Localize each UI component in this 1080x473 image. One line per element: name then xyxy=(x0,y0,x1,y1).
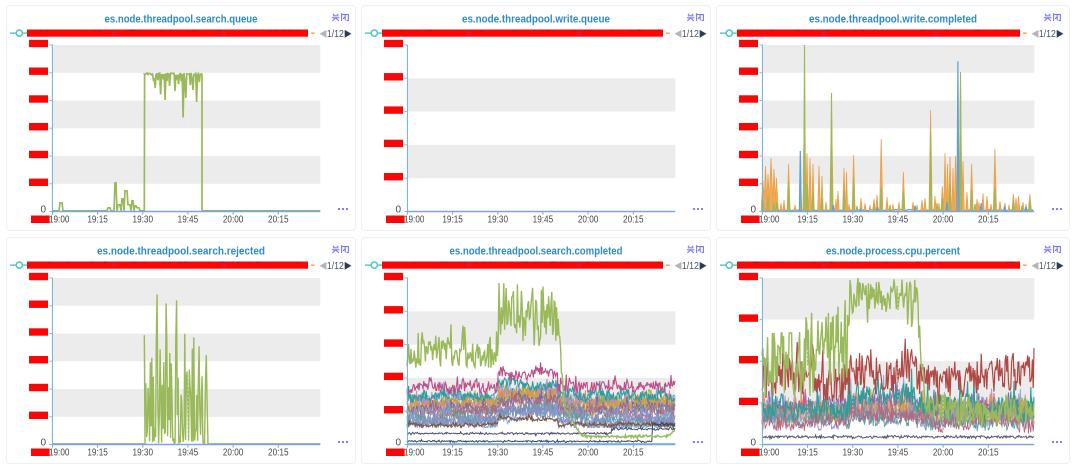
svg-text:0: 0 xyxy=(395,204,401,215)
svg-text:es.node.process.cpu.percent: es.node.process.cpu.percent xyxy=(826,246,960,258)
svg-text:19:00: 19:00 xyxy=(49,215,70,226)
svg-text:es.node.threadpool.write.compl: es.node.threadpool.write.completed xyxy=(809,14,977,26)
svg-text:20:00: 20:00 xyxy=(223,448,244,459)
svg-text:es.node.threadpool.search.reje: es.node.threadpool.search.rejected xyxy=(97,246,265,258)
svg-text:es.node.threadpool.write.queue: es.node.threadpool.write.queue xyxy=(462,14,610,26)
svg-text:20:00: 20:00 xyxy=(578,448,599,459)
svg-text:19:00: 19:00 xyxy=(404,215,425,226)
svg-text:19:15: 19:15 xyxy=(442,448,463,459)
svg-text:20:00: 20:00 xyxy=(578,215,599,226)
svg-text:19:15: 19:15 xyxy=(442,215,463,226)
svg-text:19:30: 19:30 xyxy=(843,448,864,459)
svg-text:20:15: 20:15 xyxy=(623,448,644,459)
svg-text:20:00: 20:00 xyxy=(933,448,954,459)
svg-text:es.node.threadpool.search.queu: es.node.threadpool.search.queue xyxy=(105,14,258,26)
svg-text:20:00: 20:00 xyxy=(933,215,954,226)
svg-text:19:00: 19:00 xyxy=(49,448,70,459)
svg-text:19:45: 19:45 xyxy=(178,215,199,226)
svg-text:0: 0 xyxy=(750,437,756,448)
svg-text:20:15: 20:15 xyxy=(623,215,644,226)
svg-text:19:15: 19:15 xyxy=(87,448,108,459)
svg-text:19:30: 19:30 xyxy=(488,215,509,226)
svg-text:es.node.threadpool.search.comp: es.node.threadpool.search.completed xyxy=(450,246,623,258)
svg-text:19:45: 19:45 xyxy=(533,448,554,459)
svg-text:19:45: 19:45 xyxy=(178,448,199,459)
svg-text:1/12: 1/12 xyxy=(682,29,699,40)
svg-text:20:15: 20:15 xyxy=(978,448,999,459)
svg-text:1/12: 1/12 xyxy=(327,29,344,40)
svg-text:19:15: 19:15 xyxy=(87,215,108,226)
svg-text:19:45: 19:45 xyxy=(533,215,554,226)
svg-text:0: 0 xyxy=(40,204,46,215)
svg-text:19:30: 19:30 xyxy=(133,215,154,226)
svg-text:1/12: 1/12 xyxy=(682,261,699,272)
svg-text:0: 0 xyxy=(40,437,46,448)
svg-text:19:15: 19:15 xyxy=(797,215,818,226)
svg-text:20:15: 20:15 xyxy=(978,215,999,226)
svg-text:0: 0 xyxy=(395,437,401,448)
svg-text:1/12: 1/12 xyxy=(327,261,344,272)
svg-text:20:15: 20:15 xyxy=(268,448,289,459)
svg-text:1/12: 1/12 xyxy=(1039,261,1056,272)
svg-text:19:00: 19:00 xyxy=(759,448,780,459)
svg-text:19:30: 19:30 xyxy=(843,215,864,226)
svg-text:19:45: 19:45 xyxy=(888,448,909,459)
svg-text:20:00: 20:00 xyxy=(223,215,244,226)
svg-text:19:30: 19:30 xyxy=(488,448,509,459)
svg-text:19:45: 19:45 xyxy=(888,215,909,226)
svg-text:19:15: 19:15 xyxy=(797,448,818,459)
svg-text:19:00: 19:00 xyxy=(759,215,780,226)
svg-text:1/12: 1/12 xyxy=(1039,29,1056,40)
svg-text:19:30: 19:30 xyxy=(133,448,154,459)
svg-text:0: 0 xyxy=(750,204,756,215)
svg-text:20:15: 20:15 xyxy=(268,215,289,226)
svg-text:19:00: 19:00 xyxy=(404,448,425,459)
